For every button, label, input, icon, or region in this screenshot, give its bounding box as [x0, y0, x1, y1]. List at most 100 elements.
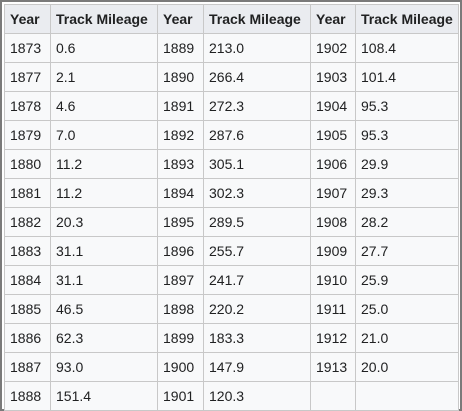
- cell-track-mileage: 255.7: [203, 236, 311, 266]
- cell-track-mileage: 7.0: [50, 120, 158, 150]
- cell-year: 1895: [157, 207, 204, 237]
- cell-year: 1873: [4, 33, 51, 63]
- cell-track-mileage: 120.3: [203, 381, 311, 411]
- cell-year: 1886: [4, 323, 51, 353]
- table-row: 1883 31.1 1896 255.7 1909 27.7: [4, 236, 459, 266]
- cell-year: 1880: [4, 149, 51, 179]
- cell-year: 1877: [4, 62, 51, 92]
- cell-track-mileage: 29.9: [355, 149, 459, 179]
- header-year-2: Year: [157, 4, 204, 34]
- cell-track-mileage: 4.6: [50, 91, 158, 121]
- cell-year: 1881: [4, 178, 51, 208]
- cell-track-mileage: 93.0: [50, 352, 158, 382]
- cell-track-mileage: 28.2: [355, 207, 459, 237]
- table-row: 1880 11.2 1893 305.1 1906 29.9: [4, 149, 459, 179]
- cell-year: 1908: [310, 207, 356, 237]
- cell-year: 1905: [310, 120, 356, 150]
- table-row: 1879 7.0 1892 287.6 1905 95.3: [4, 120, 459, 150]
- cell-year: 1885: [4, 294, 51, 324]
- cell-track-mileage: 25.9: [355, 265, 459, 295]
- cell-track-mileage: 95.3: [355, 91, 459, 121]
- table-row: 1885 46.5 1898 220.2 1911 25.0: [4, 294, 459, 324]
- cell-year: 1879: [4, 120, 51, 150]
- cell-track-mileage: 287.6: [203, 120, 311, 150]
- cell-track-mileage: 241.7: [203, 265, 311, 295]
- track-mileage-table: Year Track Mileage Year Track Mileage Ye…: [4, 4, 459, 411]
- table-row: 1886 62.3 1899 183.3 1912 21.0: [4, 323, 459, 353]
- cell-year: 1907: [310, 178, 356, 208]
- table-row: 1878 4.6 1891 272.3 1904 95.3: [4, 91, 459, 121]
- cell-year: 1906: [310, 149, 356, 179]
- cell-track-mileage: 31.1: [50, 236, 158, 266]
- table-row: 1882 20.3 1895 289.5 1908 28.2: [4, 207, 459, 237]
- cell-track-mileage: 0.6: [50, 33, 158, 63]
- cell-track-mileage: 108.4: [355, 33, 459, 63]
- cell-track-mileage: 213.0: [203, 33, 311, 63]
- cell-year: 1899: [157, 323, 204, 353]
- header-year-1: Year: [4, 4, 51, 34]
- header-track-mileage-2: Track Mileage: [203, 4, 311, 34]
- cell-track-mileage: 46.5: [50, 294, 158, 324]
- cell-year: 1894: [157, 178, 204, 208]
- cell-track-mileage: 302.3: [203, 178, 311, 208]
- cell-track-mileage: 20.0: [355, 352, 459, 382]
- cell-year: 1888: [4, 381, 51, 411]
- cell-year: 1890: [157, 62, 204, 92]
- cell-track-mileage: 29.3: [355, 178, 459, 208]
- header-year-3: Year: [310, 4, 356, 34]
- cell-year: 1889: [157, 33, 204, 63]
- cell-track-mileage: 11.2: [50, 178, 158, 208]
- cell-track-mileage: 2.1: [50, 62, 158, 92]
- cell-year: 1893: [157, 149, 204, 179]
- table-row: 1877 2.1 1890 266.4 1903 101.4: [4, 62, 459, 92]
- cell-year: 1891: [157, 91, 204, 121]
- cell-track-mileage: 266.4: [203, 62, 311, 92]
- cell-year: 1897: [157, 265, 204, 295]
- cell-track-mileage: 31.1: [50, 265, 158, 295]
- cell-year: 1898: [157, 294, 204, 324]
- cell-year: 1901: [157, 381, 204, 411]
- header-track-mileage-3: Track Mileage: [355, 4, 459, 34]
- table-row: 1884 31.1 1897 241.7 1910 25.9: [4, 265, 459, 295]
- cell-year: 1910: [310, 265, 356, 295]
- cell-year: 1904: [310, 91, 356, 121]
- cell-year: 1896: [157, 236, 204, 266]
- table-row: 1873 0.6 1889 213.0 1902 108.4: [4, 33, 459, 63]
- cell-year: 1903: [310, 62, 356, 92]
- cell-track-mileage: 11.2: [50, 149, 158, 179]
- cell-track-mileage: 272.3: [203, 91, 311, 121]
- cell-track-mileage: 101.4: [355, 62, 459, 92]
- cell-track-mileage: 305.1: [203, 149, 311, 179]
- cell-track-mileage: 289.5: [203, 207, 311, 237]
- cell-year: 1902: [310, 33, 356, 63]
- cell-track-mileage: 25.0: [355, 294, 459, 324]
- cell-year: 1882: [4, 207, 51, 237]
- cell-year: 1909: [310, 236, 356, 266]
- cell-track-mileage: 151.4: [50, 381, 158, 411]
- cell-year: 1883: [4, 236, 51, 266]
- cell-year: 1912: [310, 323, 356, 353]
- cell-year: 1878: [4, 91, 51, 121]
- cell-track-mileage: 20.3: [50, 207, 158, 237]
- cell-track-mileage: 95.3: [355, 120, 459, 150]
- cell-year: 1884: [4, 265, 51, 295]
- cell-track-mileage: 21.0: [355, 323, 459, 353]
- cell-year: 1913: [310, 352, 356, 382]
- header-track-mileage-1: Track Mileage: [50, 4, 158, 34]
- table-row: 1887 93.0 1900 147.9 1913 20.0: [4, 352, 459, 382]
- table-row: 1881 11.2 1894 302.3 1907 29.3: [4, 178, 459, 208]
- cell-year: 1887: [4, 352, 51, 382]
- cell-year: [310, 381, 356, 411]
- cell-track-mileage: 62.3: [50, 323, 158, 353]
- table-body: 1873 0.6 1889 213.0 1902 108.4 1877 2.1 1890 266.…: [4, 33, 459, 411]
- cell-track-mileage: [355, 381, 459, 411]
- cell-year: 1911: [310, 294, 356, 324]
- cell-year: 1900: [157, 352, 204, 382]
- table-row: 1888 151.4 1901 120.3: [4, 381, 459, 411]
- cell-track-mileage: 183.3: [203, 323, 311, 353]
- cell-track-mileage: 220.2: [203, 294, 311, 324]
- cell-track-mileage: 27.7: [355, 236, 459, 266]
- table-header-row: Year Track Mileage Year Track Mileage Ye…: [4, 4, 459, 34]
- cell-track-mileage: 147.9: [203, 352, 311, 382]
